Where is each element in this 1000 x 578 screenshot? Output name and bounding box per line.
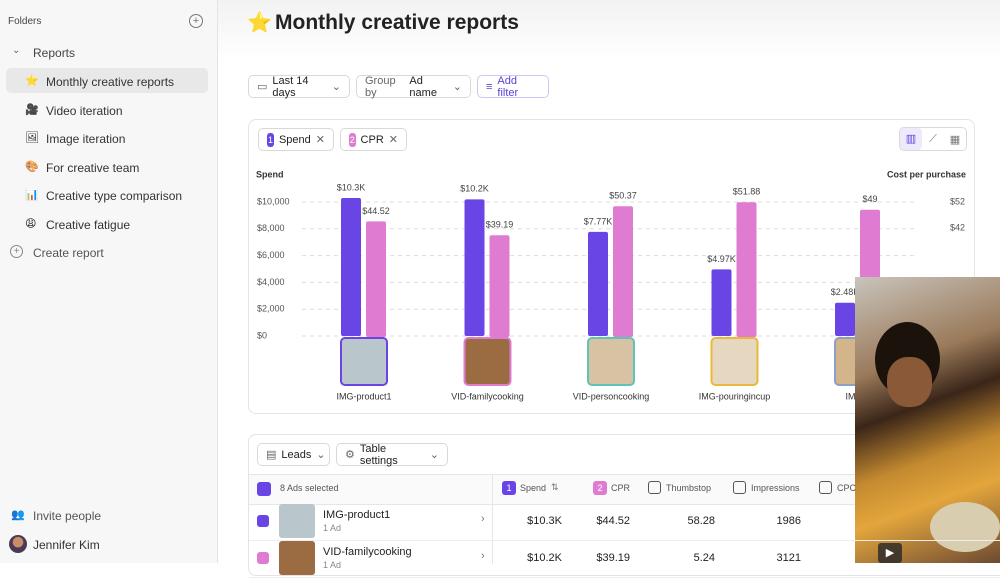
plus-icon: + [10, 245, 23, 258]
column-header[interactable]: Impressions [751, 483, 800, 493]
item-icon: 🎥 [25, 103, 39, 116]
date-button[interactable]: ▭ Last 14 days ⌄ [248, 74, 350, 99]
video-figure [930, 502, 1000, 552]
column-header[interactable]: CPC [837, 483, 857, 493]
row-border [249, 540, 1000, 541]
view-button[interactable]: ▤ Leads ⌄ [257, 443, 330, 466]
item-icon: ⭐ [25, 75, 39, 87]
view-switch[interactable]: ▥ ⟋ ▦ [899, 127, 967, 151]
legend-label: CPR [360, 133, 384, 146]
report-item[interactable]: Monthly creative reports [46, 75, 175, 89]
settings-label: Table settings [359, 442, 398, 467]
avatar [9, 535, 27, 553]
add-folder[interactable]: + [189, 14, 203, 28]
title-icon: ⭐ [247, 12, 272, 34]
row-thumbnail [279, 541, 315, 575]
item-icon: 😩 [25, 217, 37, 230]
video-figure [887, 357, 932, 407]
create-report[interactable]: Create report [33, 246, 104, 260]
column-checkbox[interactable] [733, 481, 746, 494]
view-label: Leads [281, 448, 312, 461]
item-icon: 🖼 [25, 132, 39, 144]
table-cell: 58.28 [687, 515, 715, 527]
table-cell: 1986 [776, 515, 801, 527]
active-item-bg [6, 68, 208, 93]
row-name[interactable]: VID-familycooking [323, 546, 412, 558]
row-checkbox[interactable] [257, 552, 269, 564]
settings-button[interactable]: ⚙ Table settings ⌄ [336, 442, 448, 467]
folders-title: Folders [8, 16, 42, 27]
report-item[interactable]: Video iteration [46, 103, 123, 118]
metric-chip[interactable]: 1 Spend ✕ [258, 128, 334, 151]
table-cell: $10.3K [527, 515, 562, 527]
row-sub: 1 Ad [323, 523, 342, 533]
select-all[interactable] [257, 482, 271, 496]
play-button[interactable]: ▶ [878, 543, 902, 563]
metric-chip[interactable]: 2 CPR ✕ [340, 128, 407, 151]
report-item[interactable]: For creative team [46, 160, 140, 175]
table-cell: 3121 [776, 552, 801, 564]
column-checkbox[interactable] [819, 481, 832, 494]
metric-index: 2 [349, 132, 356, 147]
filter-label: Add filter [497, 74, 519, 99]
column-header[interactable]: Thumbstop [666, 483, 712, 493]
invite-people[interactable]: Invite people [33, 509, 102, 523]
row-thumbnail [279, 504, 315, 538]
group-button[interactable]: Group by Ad name ⌄ [356, 74, 471, 99]
column-header[interactable]: Spend [520, 483, 547, 493]
report-item[interactable]: Creative fatigue [46, 217, 131, 232]
selected-count: 8 Ads selected [280, 483, 339, 493]
column-index: 2 [593, 481, 607, 495]
group-prefix: Group by [365, 74, 396, 99]
date-label: Last 14 days [272, 74, 309, 99]
column-header[interactable]: CPR [611, 483, 631, 493]
row-sub: 1 Ad [323, 560, 342, 570]
group-value: Ad name [409, 74, 437, 99]
table-cell: $39.19 [596, 552, 630, 564]
row-chevron[interactable]: › [481, 550, 485, 562]
table-cell: $44.52 [596, 515, 630, 527]
header-bg [218, 0, 1000, 60]
people-icon: 👥 [11, 509, 25, 521]
column-index: 1 [502, 481, 516, 495]
legend-label: Spend [278, 133, 311, 146]
sort-icon[interactable]: ⇅ [551, 482, 559, 492]
table-cell: 5.24 [693, 552, 715, 564]
report-item[interactable]: Creative type comparison [46, 189, 183, 203]
report-item[interactable]: Image iteration [46, 132, 126, 146]
user-name[interactable]: Jennifer Kim [33, 538, 100, 552]
section-label[interactable]: Reports [33, 46, 76, 60]
video-overlay[interactable]: ▶ [855, 277, 1000, 563]
row-name[interactable]: IMG-product1 [323, 509, 391, 521]
table-cell: $10.2K [527, 552, 562, 564]
chevron: ⌄ [12, 45, 21, 56]
item-icon: 📊 [25, 189, 39, 201]
column-checkbox[interactable] [648, 481, 661, 494]
page-title: Monthly creative reports [275, 11, 519, 34]
column-divider [492, 474, 493, 564]
filter-button[interactable]: ≡ Add filter [477, 74, 549, 99]
row-checkbox[interactable] [257, 515, 269, 527]
sidebar: Folders + ⌄ Reports + Create report 👥 In… [0, 0, 218, 563]
row-chevron[interactable]: › [481, 513, 485, 525]
item-icon: 🎨 [25, 160, 39, 173]
metric-index: 1 [267, 132, 274, 147]
